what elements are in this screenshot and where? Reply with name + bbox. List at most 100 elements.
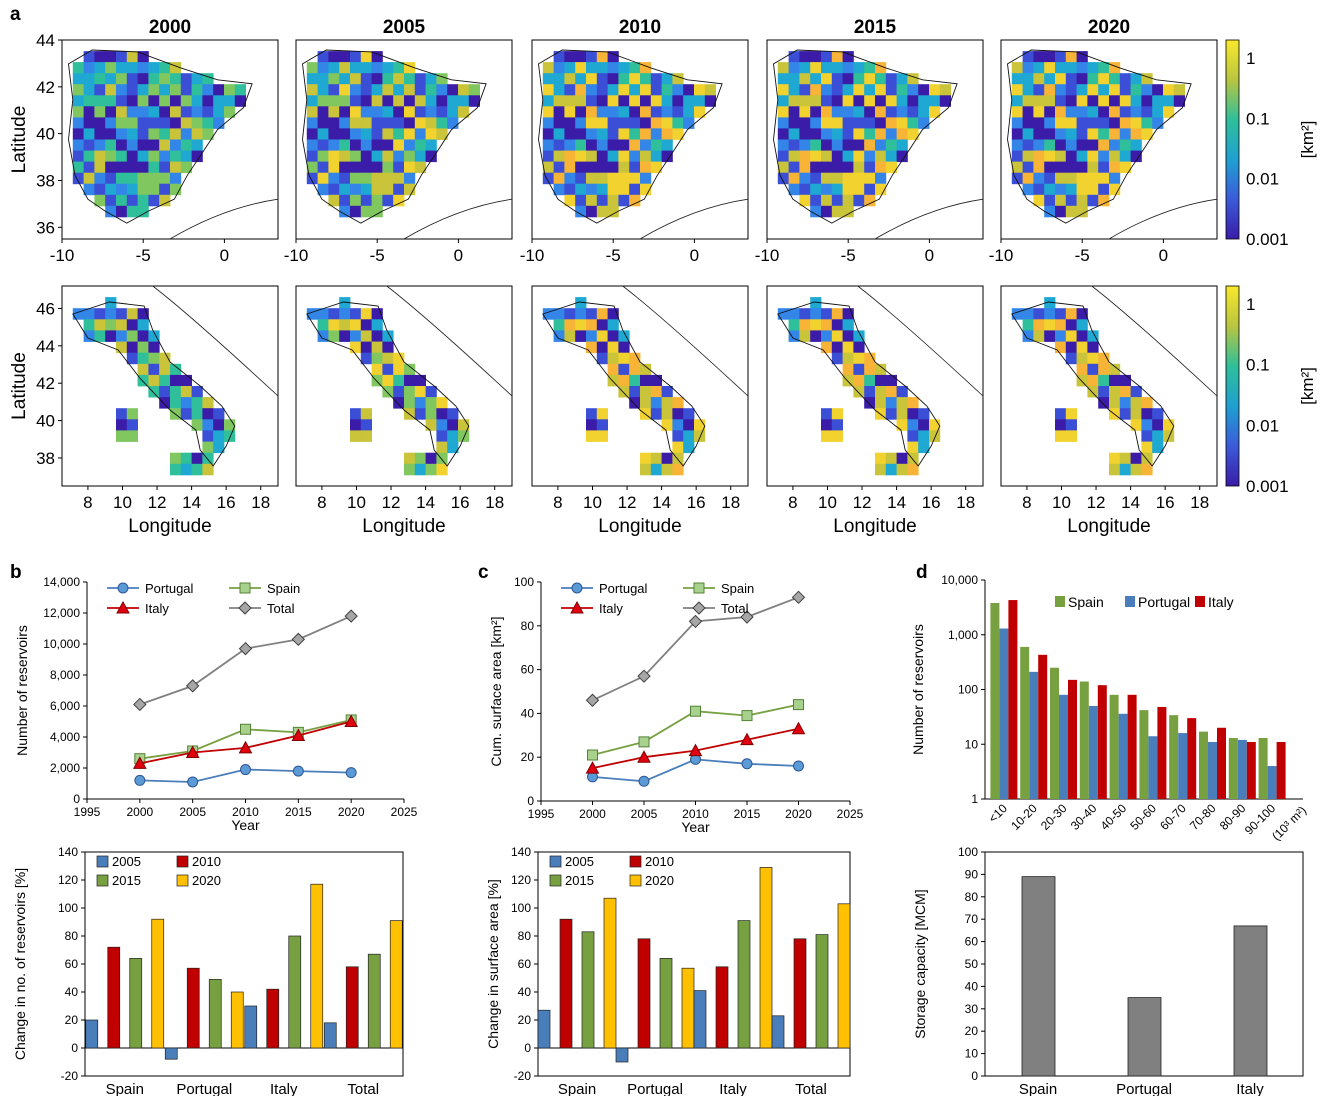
bar-spain — [1228, 738, 1238, 799]
map-cell — [393, 374, 405, 387]
y-tick-label: 100 — [958, 845, 978, 859]
map-cell — [159, 84, 171, 96]
map-cell — [553, 319, 565, 331]
map-cell — [596, 62, 608, 74]
bar-2005 — [537, 1009, 551, 1049]
map-cell — [596, 161, 608, 174]
x-axis-label: Year — [681, 819, 710, 835]
map-cell — [213, 430, 225, 442]
map-cell — [640, 463, 652, 476]
map-cell — [1076, 139, 1088, 151]
map-cell — [618, 106, 630, 118]
map-cell — [553, 95, 565, 107]
map-cell — [360, 308, 372, 320]
legend-marker — [693, 582, 705, 594]
map-cell — [575, 106, 587, 118]
map-cell — [542, 117, 554, 129]
map-cell — [1044, 330, 1056, 342]
map-cell — [137, 117, 149, 129]
map-cell — [1065, 330, 1077, 342]
map-cell — [1163, 419, 1175, 431]
map-cell — [116, 117, 128, 129]
map-cell — [1055, 194, 1067, 207]
map-cell — [1119, 150, 1131, 163]
map-cell — [607, 374, 619, 387]
map-cell — [596, 419, 608, 431]
map-cell — [842, 84, 854, 96]
map-cell — [1022, 183, 1034, 196]
map-cell — [1065, 205, 1077, 218]
bar-2015 — [815, 934, 829, 1049]
y-tick-label: 14,000 — [43, 575, 80, 589]
map-cell — [907, 463, 919, 476]
map-cell — [1011, 106, 1023, 118]
map-cell — [831, 330, 843, 342]
map-cell — [640, 95, 652, 107]
map-cell — [72, 161, 84, 174]
map-cell — [607, 172, 619, 185]
x-tick-label: -10 — [50, 246, 75, 265]
bar-portugal — [1088, 705, 1098, 799]
colorbar-tick-label: 0.1 — [1246, 109, 1270, 128]
map-cell — [1065, 73, 1077, 85]
map-cell — [170, 161, 182, 174]
map-cell — [640, 172, 652, 185]
map-cell — [328, 95, 340, 107]
series-point-total — [344, 609, 358, 623]
map-cell — [575, 319, 587, 331]
map-cell — [553, 62, 565, 74]
map-cell — [596, 139, 608, 151]
map-cell — [105, 117, 117, 129]
map-cell — [661, 128, 673, 140]
x-tick-label: 2025 — [837, 807, 864, 821]
map-cell — [94, 84, 106, 96]
map-cell — [105, 95, 117, 107]
map-cell — [777, 308, 789, 320]
legend-swatch — [176, 874, 189, 887]
map-cell — [1087, 194, 1099, 207]
x-tick-label: 0 — [454, 246, 463, 265]
map-cell — [1055, 84, 1067, 96]
map-cell — [339, 183, 351, 196]
map-cell — [661, 408, 673, 420]
map-cell — [191, 463, 203, 476]
map-cell — [586, 117, 598, 129]
map-cell — [650, 84, 662, 96]
map-cell — [1098, 172, 1110, 185]
map-cell — [213, 408, 225, 420]
series-point-italy — [791, 721, 806, 735]
series-point-spain — [240, 723, 251, 735]
bar-italy — [1097, 685, 1107, 799]
map-xlabel: Longitude — [598, 516, 681, 537]
map-cell — [799, 62, 811, 74]
map-cell — [907, 452, 919, 465]
map-cell — [170, 397, 182, 409]
map-cell — [885, 150, 897, 163]
colorbar-tick-label: 0.1 — [1246, 356, 1270, 375]
map-cell — [629, 73, 641, 85]
map-cell — [586, 330, 598, 342]
map-cell — [618, 161, 630, 174]
map-cell — [116, 341, 128, 354]
map-cell — [1033, 150, 1045, 163]
map-cell — [126, 352, 138, 365]
map-cell — [821, 319, 833, 331]
map-cell — [821, 341, 833, 354]
x-tick-label: 16 — [451, 493, 470, 512]
map-cell — [180, 73, 192, 85]
map-cell — [393, 95, 405, 107]
bar-italy — [1276, 741, 1286, 799]
bar-2015 — [367, 953, 381, 1049]
map-cell — [1119, 463, 1131, 476]
map-cell — [810, 73, 822, 85]
map-cell — [821, 408, 833, 420]
map-cell — [1119, 161, 1131, 174]
map-cell — [799, 308, 811, 320]
map-cell — [788, 150, 800, 163]
map-cell — [777, 62, 789, 74]
map-cell — [629, 374, 641, 387]
map-cell — [148, 62, 160, 74]
y-tick-label: 100 — [514, 575, 534, 589]
